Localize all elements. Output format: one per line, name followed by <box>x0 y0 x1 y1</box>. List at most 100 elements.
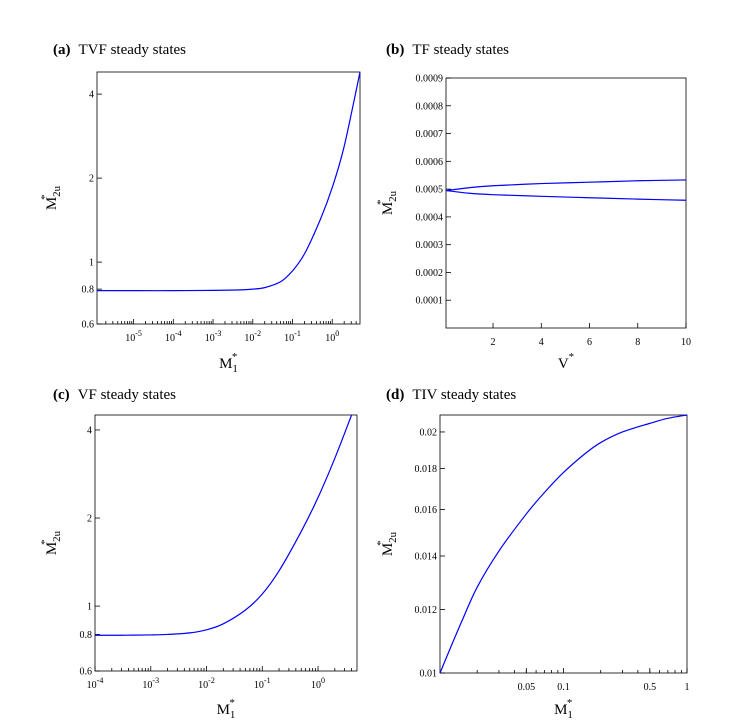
x-tick-base: 10 <box>198 680 208 691</box>
x-tick-label: 0.05 <box>518 682 536 693</box>
y-axis-label: M2u* <box>375 531 399 556</box>
x-tick-label: 10-1 <box>254 676 271 691</box>
y-label-sub: 2u <box>51 530 63 542</box>
y-tick-label: 0.6 <box>80 667 93 678</box>
x-tick-exponent: -3 <box>152 676 159 685</box>
panel-label: (a) <box>53 42 71 58</box>
y-label-sub: 2u <box>387 190 399 202</box>
y-tick-label: 0.014 <box>415 551 438 562</box>
y-axis-label: M2u* <box>375 190 399 215</box>
series-line <box>439 414 688 674</box>
y-tick-label: 0.0004 <box>416 212 444 223</box>
y-tick-label: 0.0002 <box>416 268 444 279</box>
plot-frame <box>445 77 687 329</box>
x-tick-base: 10 <box>205 333 215 344</box>
chart-title: (d) TIV steady states <box>386 387 516 403</box>
y-tick-label: 0.0003 <box>416 240 444 251</box>
y-tick-label: 0.0001 <box>416 296 444 307</box>
y-label-sup: * <box>39 194 51 200</box>
y-tick-label: 0.02 <box>420 427 438 438</box>
chart-title: (c) VF steady states <box>53 387 176 403</box>
chart-panel-b: (b) TF steady states 2 4 6 8 10 0.0001 0.0002 0.0… <box>375 42 691 372</box>
panel-title: TIV steady states <box>412 387 516 403</box>
panel-title: TF steady states <box>412 42 509 58</box>
x-tick-label: 6 <box>587 337 592 348</box>
y-label-main: M <box>44 197 60 210</box>
series-line <box>445 179 687 192</box>
x-label-sub: 1 <box>230 709 236 721</box>
panel-label: (c) <box>53 387 70 403</box>
panel-title: VF steady states <box>78 387 176 403</box>
x-axis-label: M1* <box>217 697 236 721</box>
x-tick-exponent: -1 <box>264 676 271 685</box>
y-label-main: M <box>44 542 60 555</box>
y-tick-label: 4 <box>89 90 94 101</box>
y-tick-label: 0.016 <box>415 505 438 516</box>
x-tick-base: 10 <box>125 333 135 344</box>
panel-label: (d) <box>386 387 404 403</box>
y-tick-label: 4 <box>87 425 92 436</box>
series-line <box>94 414 353 636</box>
y-axis-label: M2u* <box>39 530 63 555</box>
plot-frame <box>96 71 361 325</box>
y-tick-label: 0.8 <box>80 630 93 641</box>
y-label-sub: 2u <box>51 185 63 197</box>
x-tick-base: 10 <box>325 333 335 344</box>
x-axis-label: V* <box>558 351 574 372</box>
x-tick-exponent: 0 <box>335 329 339 338</box>
x-tick-exponent: 0 <box>321 676 325 685</box>
x-tick-label: 100 <box>311 676 325 691</box>
x-tick-exponent: -5 <box>135 329 142 338</box>
panel-label: (b) <box>386 42 404 58</box>
x-tick-label: 10-1 <box>284 329 301 344</box>
x-tick-exponent: -3 <box>215 329 222 338</box>
x-tick-exponent: -2 <box>208 676 215 685</box>
x-axis-label: M1* <box>554 697 573 721</box>
y-label-sup: * <box>375 199 387 205</box>
y-tick-label: 0.6 <box>82 320 95 331</box>
x-label-main: M <box>219 356 232 372</box>
y-tick-label: 1 <box>87 602 92 613</box>
y-label-sup: * <box>39 539 51 545</box>
x-label-sup: * <box>229 697 235 709</box>
plot-frame <box>94 414 358 672</box>
x-tick-label: 0.1 <box>557 682 570 693</box>
x-label-main: V <box>558 356 569 372</box>
y-tick-label: 1 <box>89 258 94 269</box>
plot-frame <box>439 414 688 674</box>
x-label-sup: * <box>232 351 238 363</box>
y-tick-label: 0.018 <box>415 464 438 475</box>
y-tick-label: 0.0006 <box>416 157 444 168</box>
x-tick-base: 10 <box>87 680 97 691</box>
y-tick-label: 0.0008 <box>416 101 444 112</box>
x-label-sub: 1 <box>567 709 573 721</box>
x-tick-label: 10-2 <box>198 676 215 691</box>
y-label-sup: * <box>375 540 387 546</box>
x-tick-base: 10 <box>284 333 294 344</box>
y-label-main: M <box>380 202 396 215</box>
x-tick-label: 0.5 <box>644 682 657 693</box>
x-label-sup: * <box>569 351 575 363</box>
x-axis-label: M1* <box>219 351 238 375</box>
x-tick-label: 1 <box>685 682 690 693</box>
x-tick-label: 10-2 <box>244 329 261 344</box>
x-tick-base: 10 <box>311 680 321 691</box>
x-tick-label: 2 <box>491 337 496 348</box>
x-label-main: M <box>217 702 230 718</box>
y-tick-label: 0.0009 <box>416 74 444 85</box>
series-line <box>445 189 687 201</box>
y-tick-label: 0.8 <box>82 285 95 296</box>
chart-title: (b) TF steady states <box>386 42 509 58</box>
x-tick-label: 10-3 <box>205 329 222 344</box>
y-axis-label: M2u* <box>39 185 63 210</box>
x-tick-exponent: -1 <box>294 329 301 338</box>
x-tick-label: 100 <box>325 329 339 344</box>
x-tick-exponent: -4 <box>175 329 182 338</box>
y-label-sub: 2u <box>387 531 399 543</box>
x-tick-base: 10 <box>254 680 264 691</box>
x-tick-label: 10-4 <box>87 676 104 691</box>
x-tick-label: 10-5 <box>125 329 142 344</box>
